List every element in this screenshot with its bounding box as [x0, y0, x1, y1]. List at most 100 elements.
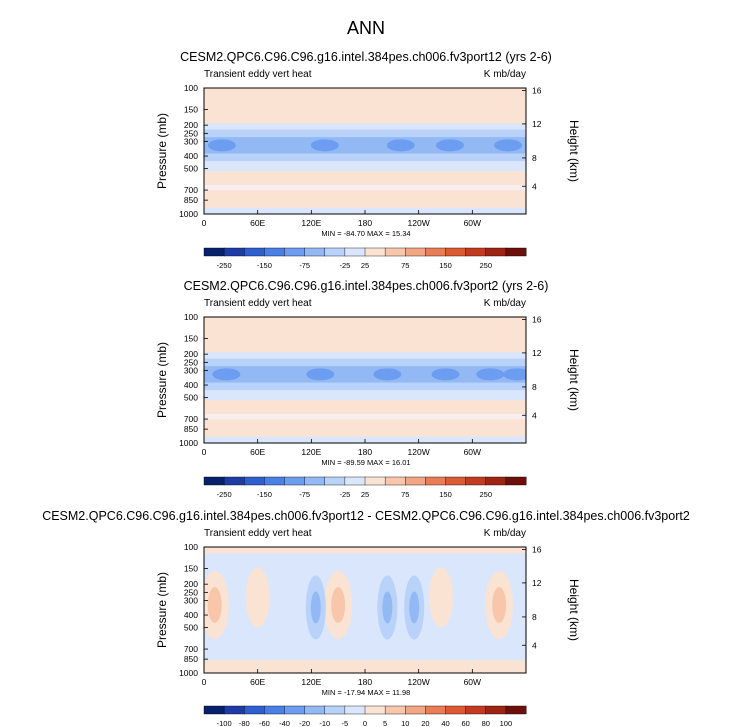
colorbar-swatch — [264, 247, 285, 257]
colorbar-swatch — [405, 476, 426, 486]
contour-blob — [429, 567, 454, 628]
colorbar-swatch — [203, 476, 225, 486]
colorbar-swatch — [485, 705, 507, 715]
colorbar-swatch — [505, 247, 527, 257]
x-tick-label: 60E — [250, 677, 265, 687]
x-tick-label: 120E — [301, 218, 321, 228]
x-tick-label: 120W — [408, 218, 430, 228]
colorbar-swatch — [465, 476, 487, 486]
y-tick-label: 100 — [184, 542, 198, 552]
x-tick-label: 180 — [358, 677, 372, 687]
x-tick-label: 60E — [250, 218, 265, 228]
y-right-tick-label: 16 — [532, 86, 542, 96]
colorbar-swatch — [284, 247, 306, 257]
colorbar-swatch — [485, 247, 507, 257]
x-tick-label: 120W — [408, 677, 430, 687]
y-tick-label: 250 — [184, 587, 198, 597]
colorbar-swatch — [425, 476, 446, 486]
colorbar-label: -20 — [299, 719, 310, 727]
contour-blob — [373, 368, 402, 381]
y-tick-label: 700 — [184, 644, 198, 654]
colorbar-label: -10 — [319, 719, 330, 727]
chart-panel-2: CESM2.QPC6.C96.C96.g16.intel.384pes.ch00… — [155, 279, 581, 499]
y-right-tick-label: 12 — [532, 578, 542, 588]
x-tick-label: 0 — [202, 447, 207, 457]
colorbar-label: 150 — [439, 261, 452, 270]
right-subtitle: K mb/day — [484, 298, 526, 309]
panels-container: CESM2.QPC6.C96.C96.g16.intel.384pes.ch00… — [42, 50, 690, 727]
y-right-tick-label: 8 — [532, 153, 537, 163]
colorbar-swatch — [445, 476, 467, 486]
y-tick-label: 200 — [184, 579, 198, 589]
y-tick-label: 500 — [184, 623, 198, 633]
y-tick-label: 100 — [184, 312, 198, 322]
contour-band — [204, 88, 526, 124]
contour-blob — [212, 368, 241, 381]
colorbar-label: -25 — [339, 261, 350, 270]
colorbar-label: 80 — [482, 719, 490, 727]
colorbar-swatch — [223, 247, 245, 257]
contour-band — [204, 171, 526, 197]
colorbar-label: -80 — [239, 719, 250, 727]
contour-band — [204, 425, 526, 438]
contour-band — [204, 358, 526, 367]
contour-blob — [435, 139, 464, 152]
colorbar-label: 5 — [383, 719, 387, 727]
colorbar-label: -150 — [257, 490, 272, 499]
left-subtitle: Transient eddy vert heat — [204, 298, 312, 309]
contour-band — [204, 352, 526, 360]
left-subtitle: Transient eddy vert heat — [204, 69, 312, 80]
y-right-axis-label: Height (km) — [567, 349, 581, 411]
y-tick-label: 850 — [184, 654, 198, 664]
colorbar-label: 25 — [361, 261, 369, 270]
y-right-axis-label: Height (km) — [567, 579, 581, 641]
x-tick-label: 60E — [250, 447, 265, 457]
y-axis-label: Pressure (mb) — [155, 342, 169, 418]
contour-blob — [310, 591, 321, 624]
y-right-axis-label: Height (km) — [567, 120, 581, 182]
colorbar-swatch — [304, 705, 326, 715]
colorbar-swatch — [505, 705, 527, 715]
y-tick-label: 300 — [184, 596, 198, 606]
contour-band — [204, 196, 526, 209]
contour-band — [204, 137, 526, 155]
colorbar-label: 75 — [401, 490, 409, 499]
y-axis-label: Pressure (mb) — [155, 113, 169, 189]
contour-blob — [207, 139, 236, 152]
colorbar-swatch — [264, 705, 285, 715]
y-tick-label: 250 — [184, 128, 198, 138]
colorbar-swatch — [425, 705, 446, 715]
colorbar-label: 0 — [363, 719, 367, 727]
colorbar-swatch — [304, 476, 326, 486]
y-tick-label: 500 — [184, 393, 198, 403]
y-right-tick-label: 8 — [532, 382, 537, 392]
y-tick-label: 850 — [184, 195, 198, 205]
colorbar-label: -40 — [279, 719, 290, 727]
colorbar-label: 150 — [439, 490, 452, 499]
contour-band — [204, 317, 526, 353]
x-tick-label: 180 — [358, 447, 372, 457]
page-title: ANN — [347, 18, 385, 38]
colorbar-swatch — [384, 705, 406, 715]
colorbar-swatch — [304, 247, 326, 257]
y-tick-label: 200 — [184, 349, 198, 359]
x-tick-label: 60W — [464, 677, 481, 687]
colorbar-swatch — [465, 247, 487, 257]
colorbar-label: 10 — [401, 719, 409, 727]
y-tick-label: 150 — [184, 104, 198, 114]
contour-band — [204, 400, 526, 426]
plot-area — [204, 547, 526, 673]
y-tick-label: 1000 — [179, 209, 198, 219]
contour-blob — [245, 567, 270, 628]
colorbar-swatch — [425, 247, 446, 257]
colorbar-swatch — [244, 247, 265, 257]
colorbar-swatch — [485, 476, 507, 486]
colorbar-label: -75 — [299, 261, 310, 270]
y-tick-label: 700 — [184, 414, 198, 424]
contour-blob — [476, 368, 505, 381]
colorbar-label: 40 — [441, 719, 449, 727]
contour-band — [204, 123, 526, 131]
plot-area — [204, 88, 526, 214]
chart-title: CESM2.QPC6.C96.C96.g16.intel.384pes.ch00… — [184, 279, 549, 293]
